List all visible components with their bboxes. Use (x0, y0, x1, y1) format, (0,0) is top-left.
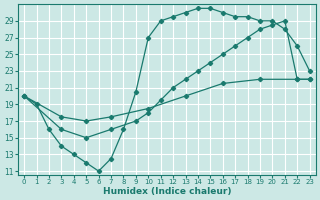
X-axis label: Humidex (Indice chaleur): Humidex (Indice chaleur) (103, 187, 231, 196)
